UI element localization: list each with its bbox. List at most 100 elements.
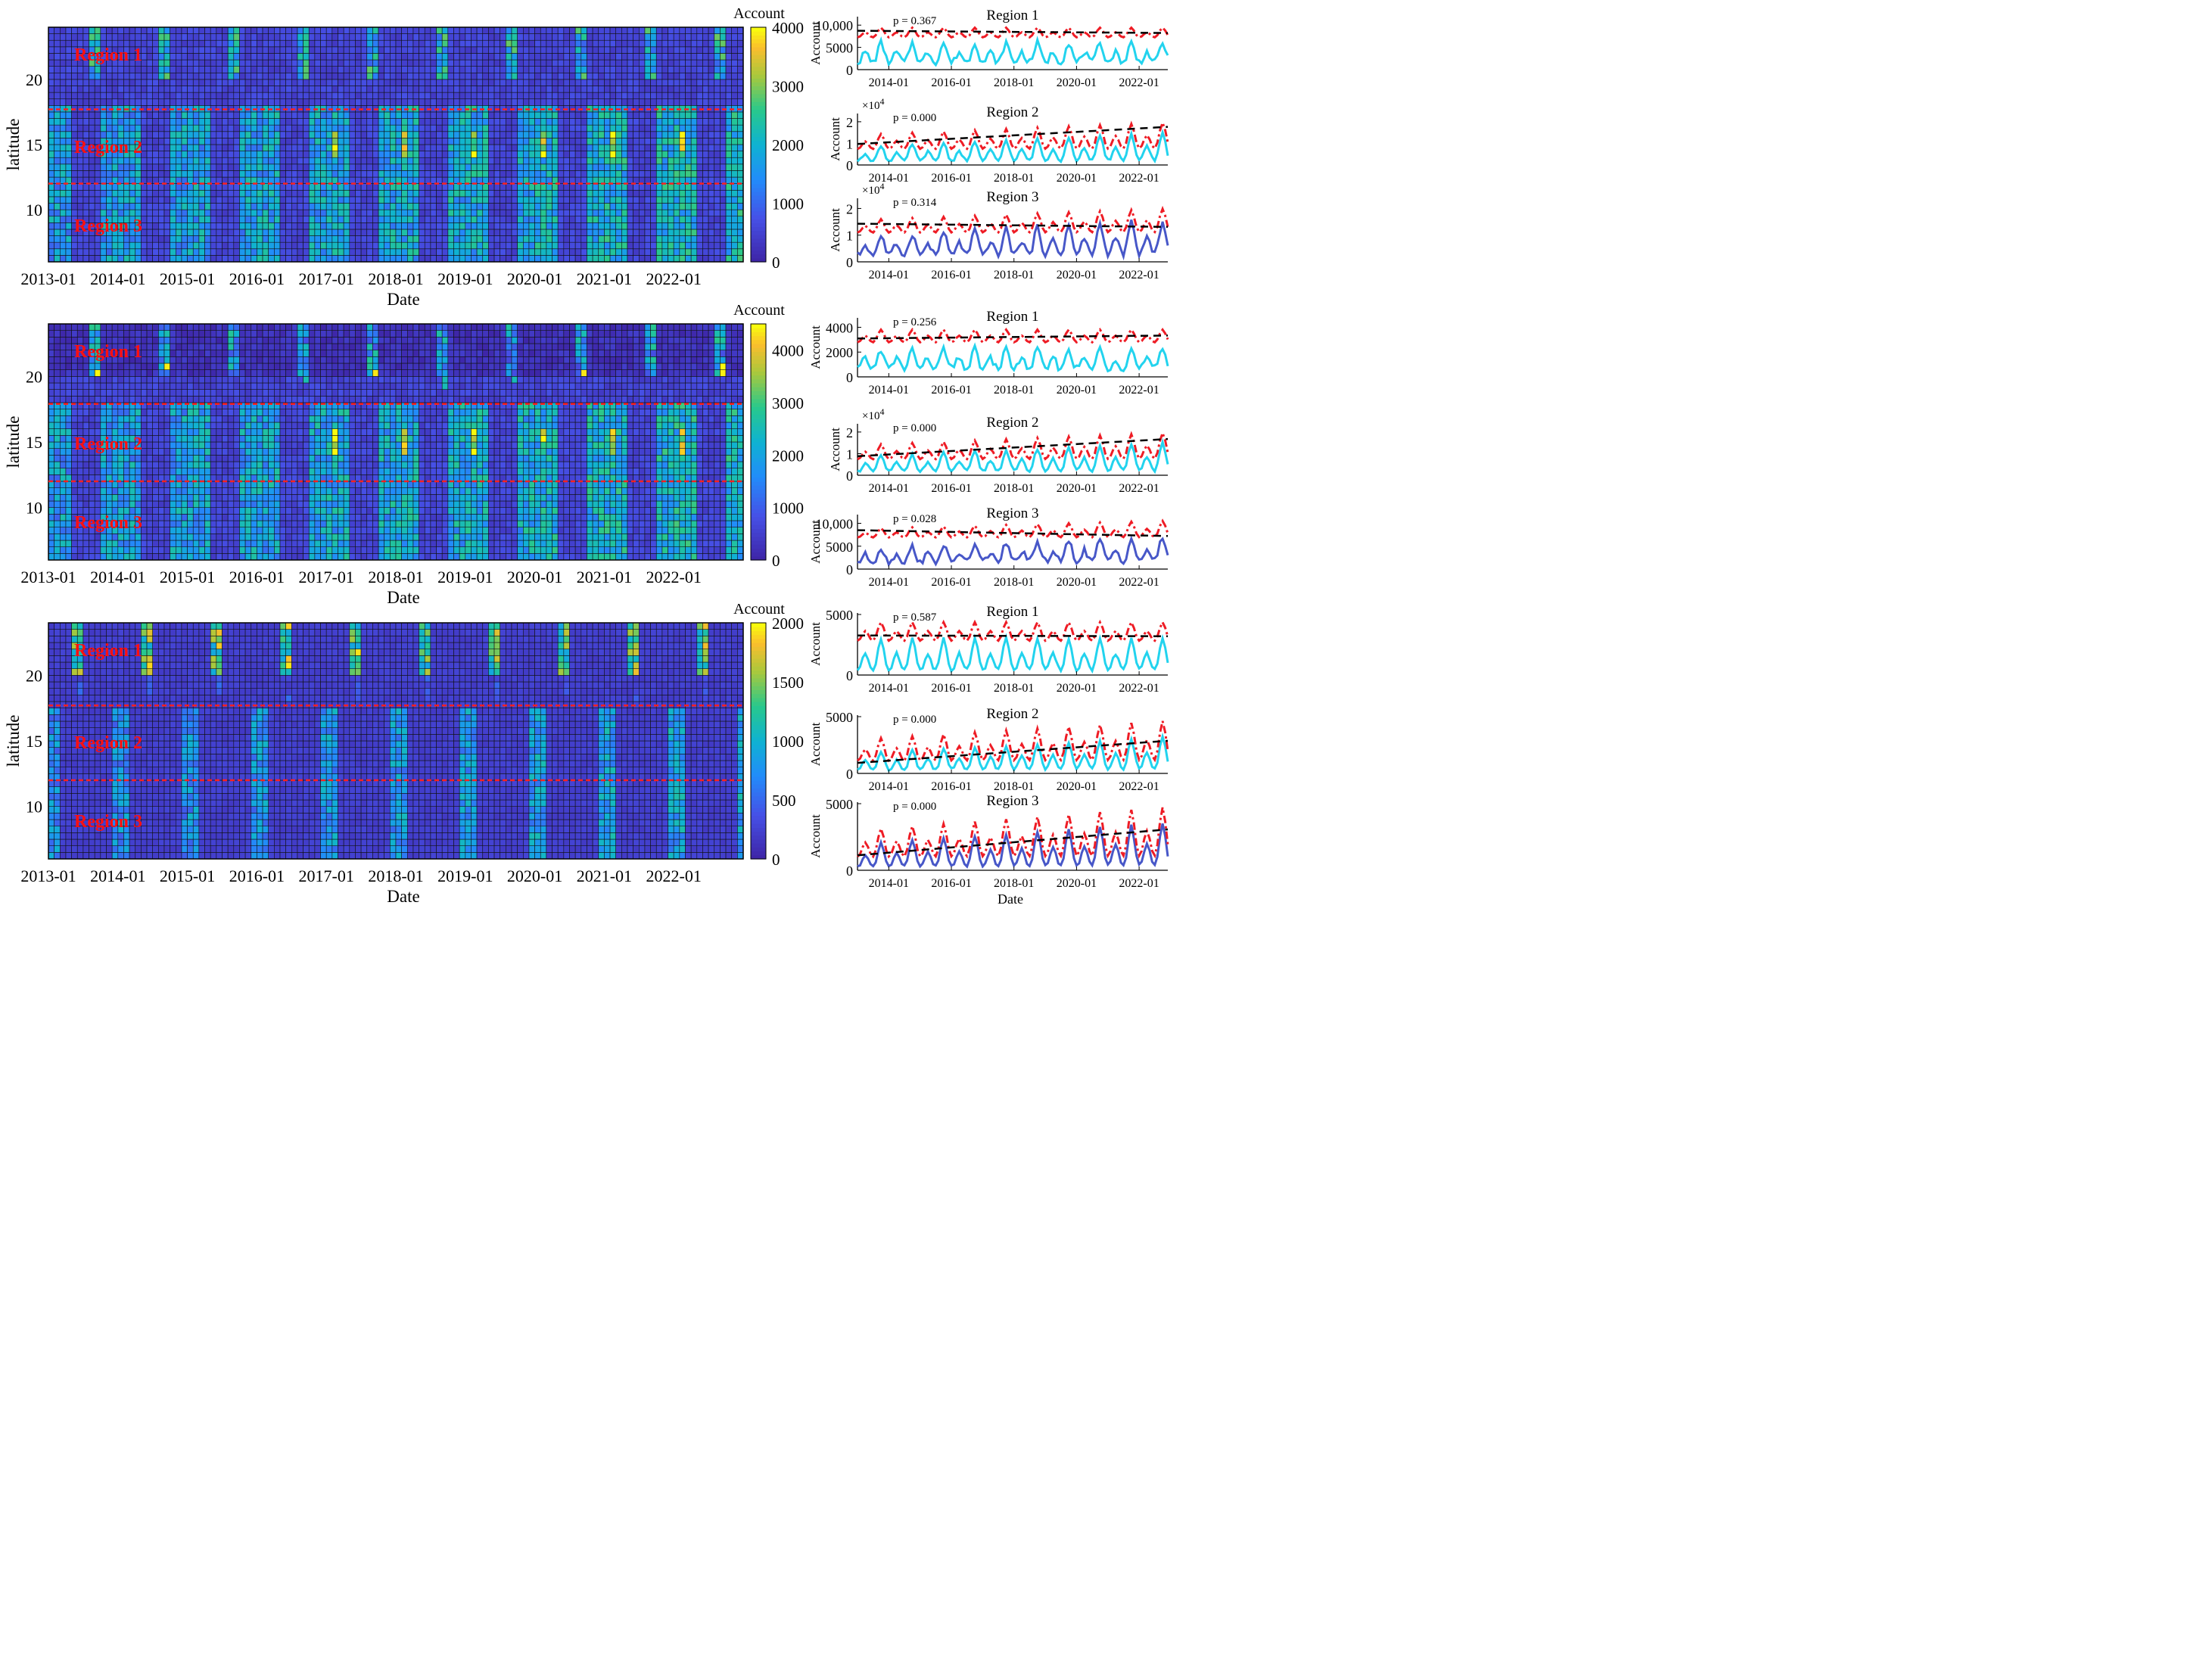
heatmap-cell	[604, 79, 610, 86]
heatmap-cell	[402, 34, 408, 41]
heatmap-cell	[494, 138, 500, 145]
heatmap-cell	[367, 112, 373, 119]
heatmap-cell	[234, 67, 240, 73]
heatmap-cell	[223, 210, 229, 216]
heatmap-cell	[437, 99, 443, 106]
heatmap-cell	[95, 547, 101, 554]
heatmap-cell	[239, 138, 245, 145]
heatmap-cell	[286, 119, 292, 126]
heatmap-cell	[610, 249, 616, 256]
heatmap-cell	[83, 376, 89, 383]
heatmap-cell	[407, 210, 413, 216]
heatmap-cell	[54, 151, 61, 158]
heatmap-cell	[350, 170, 356, 177]
heatmap-cell	[332, 177, 338, 184]
heatmap-cell	[564, 216, 570, 223]
heatmap-cell	[297, 157, 303, 164]
heatmap-cell	[459, 119, 465, 126]
heatmap-cell	[483, 190, 489, 197]
heatmap-cell	[518, 79, 524, 86]
heatmap-cell	[107, 363, 113, 370]
heatmap-cell	[101, 376, 107, 383]
heatmap-cell	[552, 210, 559, 216]
heatmap-cell	[107, 540, 113, 547]
heatmap-cell	[500, 79, 506, 86]
heatmap-cell	[48, 337, 54, 344]
heatmap-cell	[558, 184, 564, 191]
heatmap-cell	[48, 488, 54, 495]
heatmap-cell	[372, 151, 378, 158]
colorbar-segment	[751, 114, 766, 118]
heatmap-cell	[269, 34, 275, 41]
heatmap-cell	[616, 164, 622, 171]
heatmap-cell	[564, 197, 570, 204]
heatmap-cell	[344, 222, 350, 229]
heatmap-cell	[123, 494, 129, 501]
heatmap-cell	[552, 60, 559, 67]
heatmap-cell	[616, 151, 622, 158]
heatmap-cell	[89, 190, 95, 197]
heatmap-cell	[95, 242, 101, 249]
heatmap-cell	[454, 27, 460, 34]
heatmap-cell	[506, 184, 512, 191]
heatmap-cell	[633, 67, 640, 73]
heatmap-cell	[164, 216, 170, 223]
heatmap-cell	[107, 468, 113, 475]
heatmap-cell	[732, 132, 738, 138]
heatmap-cell	[72, 331, 78, 338]
heatmap-cell	[546, 73, 552, 79]
heatmap-cell	[697, 112, 703, 119]
heatmap-cell	[599, 170, 605, 177]
heatmap-cell	[60, 132, 66, 138]
heatmap-cell	[326, 236, 332, 243]
heatmap-cell	[639, 151, 645, 158]
heatmap-cell	[702, 197, 708, 204]
heatmap-cell	[239, 177, 245, 184]
heatmap-cell	[228, 249, 234, 256]
heatmap-cell	[118, 422, 124, 429]
heatmap-cell	[153, 92, 159, 99]
heatmap-cell	[251, 79, 257, 86]
heatmap-cell	[286, 164, 292, 171]
heatmap-cell	[251, 164, 257, 171]
heatmap-cell	[367, 177, 373, 184]
heatmap-cell	[239, 222, 245, 229]
heatmap-cell	[170, 216, 176, 223]
heatmap-cell	[680, 125, 686, 132]
heatmap-cell	[54, 27, 61, 34]
heatmap-cell	[60, 197, 66, 204]
heatmap-cell	[437, 145, 443, 151]
heatmap-cell	[182, 138, 188, 145]
heatmap-cell	[188, 145, 194, 151]
heatmap-cell	[60, 145, 66, 151]
heatmap-cell	[558, 60, 564, 67]
heatmap-cell	[158, 157, 164, 164]
heatmap-cell	[321, 210, 327, 216]
heatmap-cell	[83, 363, 89, 370]
heatmap-cell	[251, 53, 257, 60]
heatmap-cell	[540, 145, 546, 151]
heatmap-cell	[471, 86, 477, 93]
heatmap-cell	[245, 112, 251, 119]
heatmap-cell	[350, 204, 356, 210]
heatmap-cell	[593, 242, 599, 249]
heatmap-cell	[239, 79, 245, 86]
heatmap-cell	[48, 514, 54, 521]
heatmap-cell	[454, 164, 460, 171]
heatmap-cell	[413, 73, 419, 79]
colorbar-segment	[751, 148, 766, 153]
heatmap-cell	[223, 184, 229, 191]
heatmap-cell	[321, 132, 327, 138]
heatmap-cell	[101, 409, 107, 416]
heatmap-cell	[702, 125, 708, 132]
heatmap-cell	[263, 99, 269, 106]
heatmap-cell	[407, 112, 413, 119]
heatmap-cell	[77, 177, 83, 184]
heatmap-cell	[182, 184, 188, 191]
heatmap-cell	[66, 337, 72, 344]
heatmap-cell	[251, 112, 257, 119]
heatmap-cell	[413, 151, 419, 158]
heatmap-cell	[48, 138, 54, 145]
heatmap-cell	[437, 184, 443, 191]
heatmap-cell	[309, 184, 315, 191]
